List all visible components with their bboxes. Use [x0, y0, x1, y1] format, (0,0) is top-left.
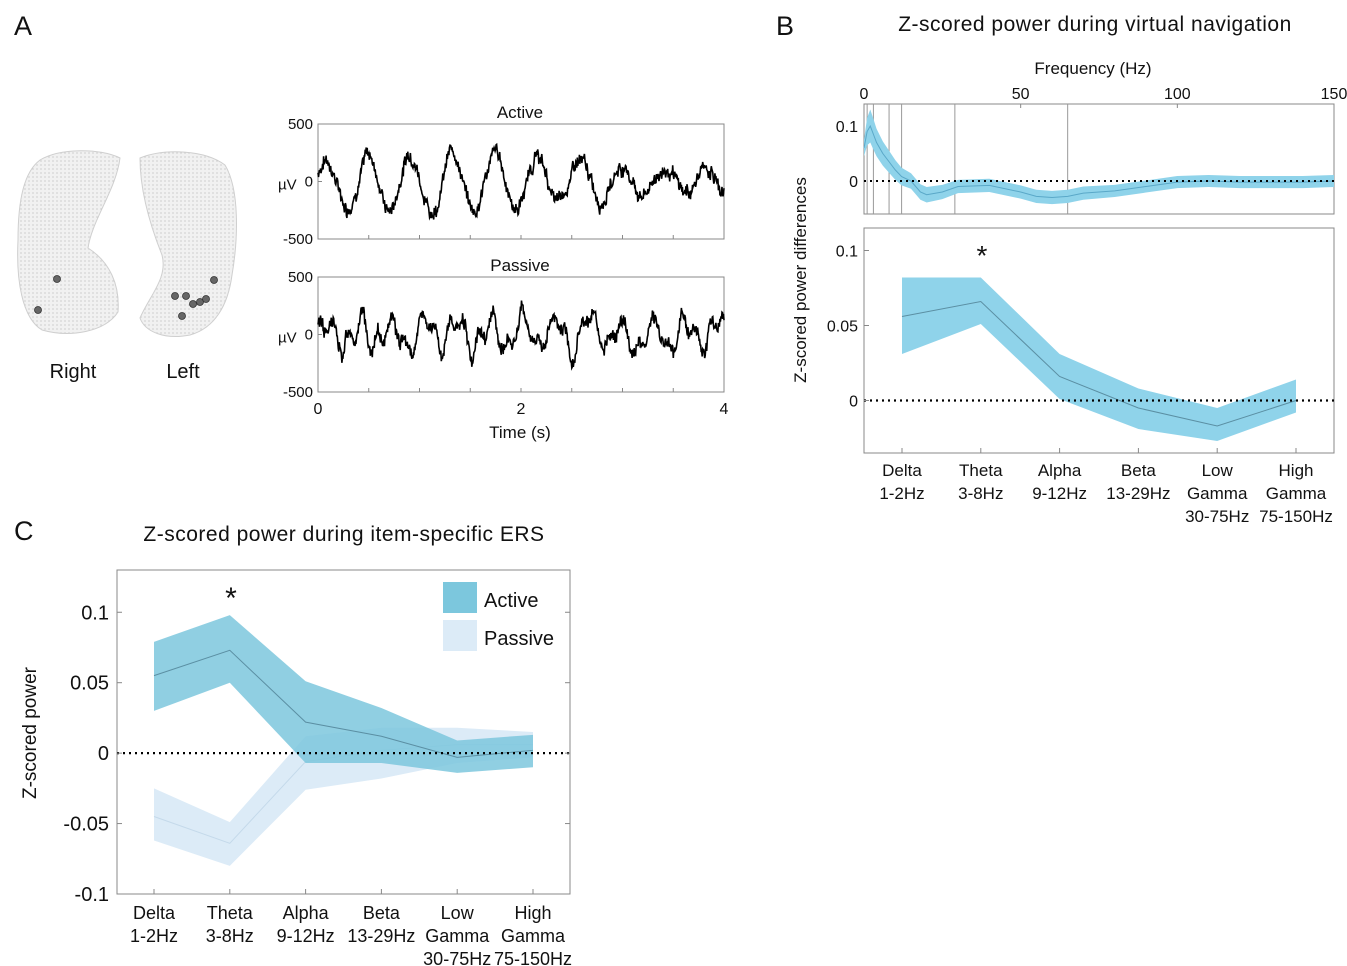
frequency-tick-label: 50: [1012, 86, 1030, 103]
left-label: Left: [166, 361, 200, 383]
panel-b-y-tick-label: 0.05: [827, 319, 858, 336]
frequency-tick-label: 100: [1164, 86, 1191, 103]
y-tick-label: 0: [305, 327, 313, 344]
panel-c-category-label: Beta 13-29Hz: [347, 903, 415, 946]
x-tick-label: 4: [720, 401, 729, 418]
y-tick-label: 0: [305, 174, 313, 191]
band-frame-c: [116, 569, 571, 895]
panel-b-category-label: High Gamma 75-150Hz: [1259, 461, 1333, 526]
left-hemisphere: [139, 151, 237, 337]
spectrum-frame: [863, 103, 1335, 215]
active-ci-band: [154, 615, 533, 773]
unit-label: µV: [278, 330, 297, 347]
band-frame-b: [863, 227, 1335, 454]
electrode-markers: [34, 275, 218, 320]
panel-c-title: Z-scored power during item-specific ERS: [143, 523, 544, 546]
panel-b-category-label: Alpha 9-12Hz: [1032, 461, 1087, 503]
panel-b-category-label: Beta 13-29Hz: [1106, 461, 1170, 503]
y-tick-label: 500: [288, 116, 313, 133]
frequency-axis-label: Frequency (Hz): [1034, 59, 1151, 78]
spectrum-ci-band: [864, 109, 1334, 205]
x-tick-label: 2: [517, 401, 526, 418]
active-trace-frame: [317, 123, 725, 240]
spectrum-y-tick-label: 0: [849, 174, 858, 191]
unit-label: µV: [278, 177, 297, 194]
right-label: Right: [50, 361, 97, 383]
panel-c-significance-marker: *: [225, 582, 237, 615]
panel-c-category-label: Alpha 9-12Hz: [277, 903, 335, 946]
panel-b-title: Z-scored power during virtual navigation: [898, 13, 1292, 36]
panel-a-letter: A: [14, 11, 32, 41]
frequency-tick-label: 0: [860, 86, 869, 103]
panel-b-category-label: Theta 3-8Hz: [958, 461, 1003, 503]
passive-trace-title: Passive: [490, 256, 550, 275]
spectrum-y-tick-label: 0.1: [836, 119, 858, 136]
panel-c-y-tick-label: 0.05: [70, 673, 109, 695]
panel-b-band-mean-line: [901, 300, 1297, 427]
x-tick-label: 0: [314, 401, 323, 418]
legend-swatch-passive: [443, 620, 477, 651]
panel-b-letter: B: [776, 11, 794, 41]
y-tick-label: -500: [283, 384, 313, 401]
panel-c-y-tick-label: -0.1: [75, 884, 109, 906]
active-trace-ticks: -500 0 500 µV: [278, 116, 674, 248]
right-hemisphere: [17, 150, 121, 334]
time-axis-label: Time (s): [489, 423, 551, 442]
legend-label-passive: Passive: [484, 628, 554, 650]
panel-c-y-tick-label: 0: [98, 743, 109, 765]
panel-c-category-label: Delta 1-2Hz: [130, 903, 178, 946]
panel-b-y-tick-label: 0.1: [836, 244, 858, 261]
band-plot-b: 0 0.05 0.1 Delta 1-2Hz Theta 3-8Hz Alpha 9-12Hz B…: [827, 244, 1334, 526]
frequency-tick-label: 150: [1321, 86, 1347, 103]
active-mean-line: [153, 649, 534, 758]
panel-c-category-label: Low Gamma 30-75Hz: [423, 903, 491, 966]
panel-b-ylabel: Z-scored power differences: [791, 177, 810, 383]
y-tick-label: 500: [288, 269, 313, 286]
panel-b-band-ci-band: [902, 277, 1296, 441]
legend-label-active: Active: [484, 590, 538, 612]
passive-trace-line: [317, 300, 725, 371]
panel-c-y-tick-label: 0.1: [81, 602, 109, 624]
panel-c-letter: C: [14, 516, 34, 546]
panel-b-significance-marker: *: [977, 240, 988, 271]
brain-illustration: [17, 150, 237, 337]
legend-swatch-active: [443, 582, 477, 613]
panel-b-y-tick-label: 0: [849, 394, 858, 411]
panel-c-category-label: High Gamma 75-150Hz: [494, 903, 572, 966]
panel-c-y-tick-label: -0.05: [63, 814, 109, 836]
band-plot-c: -0.1 -0.05 0 0.05 0.1 Delta 1-2Hz Theta 3-8Hz Alp…: [63, 602, 572, 966]
active-trace-title: Active: [497, 103, 543, 122]
legend: Active Passive: [443, 582, 554, 651]
spectrum-mean-line: [863, 124, 1335, 199]
y-tick-label: -500: [283, 231, 313, 248]
panel-b-category-label: Delta 1-2Hz: [879, 461, 924, 503]
active-trace-line: [317, 142, 725, 221]
panel-b-category-label: Low Gamma 30-75Hz: [1185, 461, 1249, 526]
panel-c-category-label: Theta 3-8Hz: [206, 903, 254, 946]
panel-c-ylabel: Z-scored power: [20, 666, 41, 799]
